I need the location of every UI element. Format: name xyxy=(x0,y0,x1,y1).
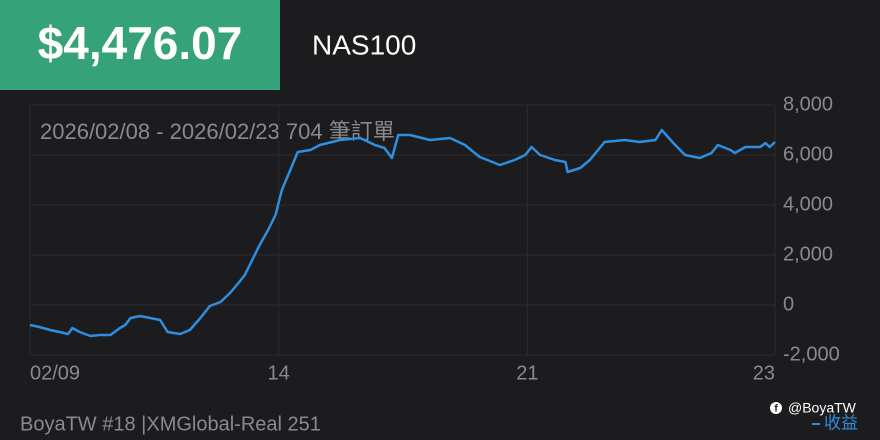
subtitle: 2026/02/08 - 2026/02/23 704 筆訂單 xyxy=(40,119,395,144)
x-tick-label: 21 xyxy=(516,362,538,384)
y-tick-label: 8,000 xyxy=(783,93,833,115)
x-tick-label: 02/09 xyxy=(30,362,80,384)
symbol: NAS100 xyxy=(312,29,416,60)
footer: BoyaTW #18 |XMGlobal-Real 251 xyxy=(20,413,321,435)
x-tick-label: 14 xyxy=(268,362,290,384)
y-tick-label: 0 xyxy=(783,293,794,315)
x-tick-label: 23 xyxy=(753,362,775,384)
y-tick-label: -2,000 xyxy=(783,343,840,365)
y-tick-label: 6,000 xyxy=(783,143,833,165)
legend-label: 收益 xyxy=(824,413,858,432)
price: $4,476.07 xyxy=(38,17,243,69)
y-tick-label: 4,000 xyxy=(783,193,833,215)
price-box xyxy=(0,0,280,90)
facebook-icon-letter: f xyxy=(774,404,778,415)
handle: @BoyaTW xyxy=(788,400,857,416)
facebook-icon xyxy=(770,402,782,414)
y-tick-label: 2,000 xyxy=(783,243,833,265)
line-series xyxy=(29,128,776,338)
